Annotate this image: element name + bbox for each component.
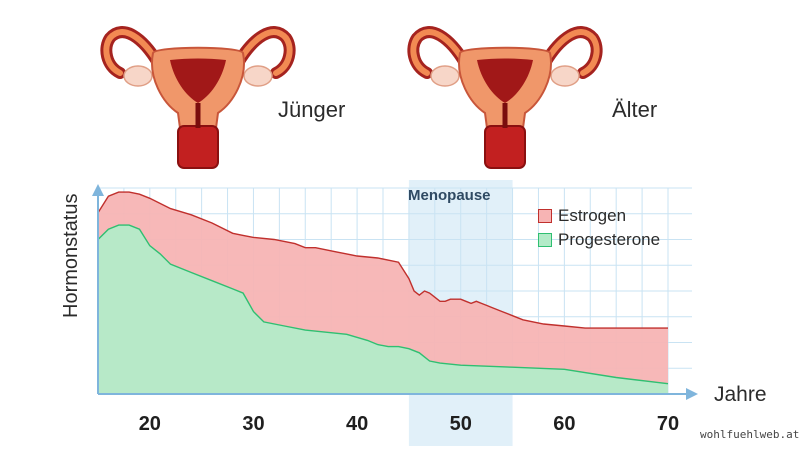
x-tick-label: 50: [450, 413, 472, 435]
y-axis-label: Hormonstatus: [60, 193, 82, 319]
x-tick-label: 40: [346, 413, 368, 435]
young-label: Jünger: [278, 97, 346, 122]
area-progesterone: [98, 225, 668, 394]
axes: [92, 184, 698, 400]
estrogen-swatch: [538, 209, 552, 223]
old-label: Älter: [612, 97, 658, 122]
legend-item-progesterone: Progesterone: [538, 230, 660, 250]
x-tick-label: 20: [139, 413, 161, 435]
x-tick-label: 70: [657, 413, 679, 435]
line-estrogen: [97, 191, 668, 329]
x-tick-label: 60: [553, 413, 575, 435]
uterus-old-illustration-icon: [413, 32, 596, 168]
x-axis-label: Jahre: [714, 383, 767, 406]
y-axis-arrow: [92, 184, 104, 196]
legend-item-estrogen: Estrogen: [538, 206, 626, 226]
line-progesterone: [97, 224, 669, 385]
legend-label-progesterone: Progesterone: [558, 230, 661, 249]
series-areas: [97, 191, 669, 394]
menopause-label: Menopause: [408, 187, 491, 204]
progesterone-swatch: [538, 233, 552, 247]
x-tick-label: 30: [242, 413, 264, 435]
uterus-young-illustration-icon: [106, 32, 289, 168]
legend-label-estrogen: Estrogen: [558, 206, 627, 225]
x-ticks: 20 30 40 50 60 70: [139, 413, 679, 435]
watermark: wohlfuehlweb.at: [700, 428, 800, 441]
x-axis-arrow: [686, 388, 698, 400]
